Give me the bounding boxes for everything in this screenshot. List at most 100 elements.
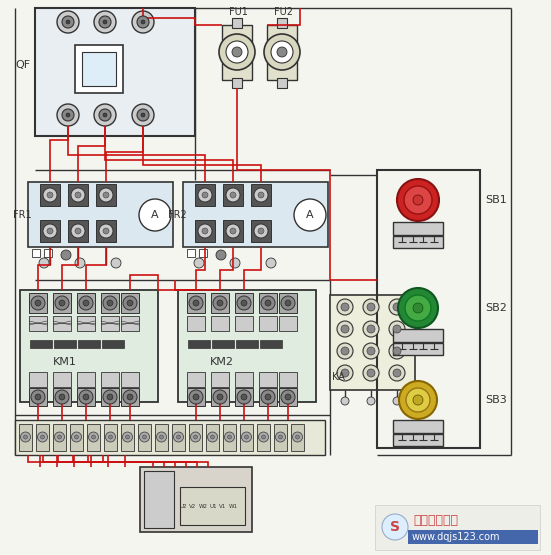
Circle shape [74,435,78,439]
Circle shape [237,390,251,404]
Circle shape [105,432,116,442]
Bar [199,249,207,257]
Bar [155,424,168,451]
Bar [96,184,116,206]
Circle shape [389,365,405,381]
Bar [121,316,139,331]
Circle shape [107,394,113,400]
Circle shape [24,435,28,439]
Circle shape [107,300,113,306]
Circle shape [61,250,71,260]
Circle shape [266,258,276,268]
Circle shape [278,435,283,439]
Circle shape [91,435,95,439]
Bar [235,293,253,313]
Circle shape [31,390,45,404]
Circle shape [141,113,145,117]
Circle shape [228,435,231,439]
Circle shape [99,224,113,238]
Circle shape [57,104,79,126]
Circle shape [341,369,349,377]
Bar [232,78,242,88]
Bar [44,249,52,257]
Circle shape [245,435,249,439]
Circle shape [103,390,117,404]
Circle shape [262,435,266,439]
Circle shape [258,228,264,234]
Circle shape [406,388,430,412]
Circle shape [191,432,201,442]
Circle shape [62,16,74,28]
Circle shape [59,394,65,400]
Bar [75,45,123,93]
Bar [96,220,116,242]
Circle shape [254,188,268,202]
Circle shape [103,20,107,24]
Bar [187,372,205,387]
Bar [187,293,205,313]
Bar [53,316,71,331]
Bar [408,530,538,544]
Circle shape [198,188,212,202]
Bar [393,222,443,235]
Circle shape [389,321,405,337]
Circle shape [337,343,353,359]
Bar [101,293,119,313]
Circle shape [399,381,437,419]
Circle shape [254,224,268,238]
Circle shape [189,390,203,404]
Circle shape [79,390,93,404]
Bar [180,487,245,525]
Circle shape [208,432,218,442]
Circle shape [99,16,111,28]
Bar [251,220,271,242]
Circle shape [237,296,251,310]
Circle shape [57,11,79,33]
Circle shape [141,20,145,24]
Bar [101,316,119,331]
Circle shape [337,299,353,315]
Circle shape [382,514,408,540]
Bar [40,184,60,206]
Circle shape [285,300,291,306]
Circle shape [337,365,353,381]
Circle shape [226,41,248,63]
Circle shape [137,16,149,28]
Bar [35,8,195,136]
Bar [54,340,76,348]
Circle shape [57,435,62,439]
Text: A: A [151,210,159,220]
Circle shape [271,41,293,63]
Bar [189,424,202,451]
Text: V1: V1 [219,503,226,508]
Bar [279,372,297,387]
Circle shape [265,300,271,306]
Circle shape [127,394,133,400]
Bar [29,372,47,387]
Circle shape [94,104,116,126]
Bar [393,329,443,342]
Bar [32,249,40,257]
Circle shape [241,394,247,400]
Circle shape [413,303,423,313]
Bar [257,424,270,451]
Circle shape [216,250,226,260]
Bar [30,340,52,348]
Circle shape [393,347,401,355]
Circle shape [71,224,85,238]
Circle shape [79,296,93,310]
Circle shape [156,432,166,442]
Circle shape [389,299,405,315]
Bar [70,424,83,451]
Circle shape [367,303,375,311]
Text: SB3: SB3 [485,395,507,405]
Bar [53,388,71,406]
Bar [393,343,443,355]
Circle shape [75,258,85,268]
Circle shape [189,296,203,310]
Bar [223,220,243,242]
Circle shape [213,390,227,404]
Bar [40,220,60,242]
Circle shape [393,325,401,333]
Circle shape [20,432,30,442]
